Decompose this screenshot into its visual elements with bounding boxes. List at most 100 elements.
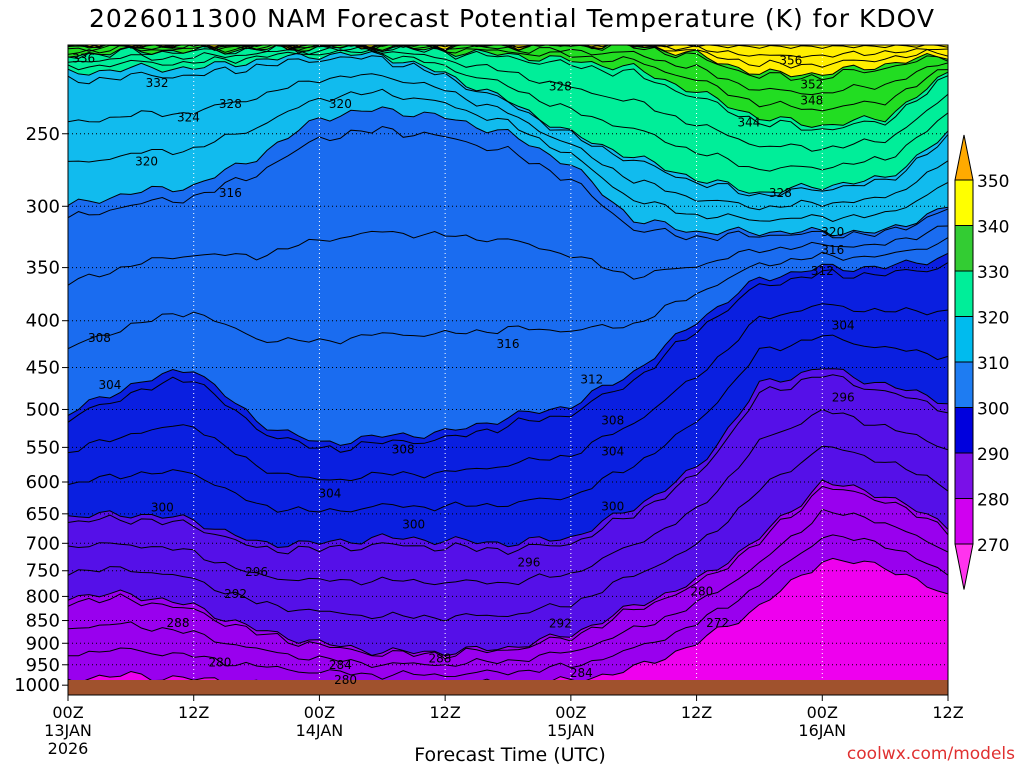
contour-label: 304 [832, 319, 855, 333]
contour-line [68, 408, 948, 586]
y-tick-label: 400 [26, 311, 60, 332]
contour-label: 292 [549, 616, 572, 630]
contour-line [68, 445, 948, 622]
contour-label: 288 [428, 651, 451, 665]
x-tick-label: 12Z [429, 703, 460, 722]
x-tick-label: 00Z [807, 703, 838, 722]
contour-label: 296 [832, 390, 855, 404]
contour-line [68, 508, 948, 669]
y-axis: 2503003504004505005506006507007508008509… [14, 124, 68, 696]
contour-line [68, 73, 948, 211]
contour-label: 292 [224, 587, 247, 601]
contour-line [72, 45, 948, 59]
colorbar-label: 280 [977, 491, 1009, 511]
colorbar-label: 320 [977, 309, 1009, 329]
y-tick-label: 600 [26, 472, 60, 493]
x-tick-label: 12Z [932, 703, 963, 722]
plot-frame [67, 44, 949, 696]
colorbar-segment [954, 407, 974, 454]
contour-label: 272 [706, 616, 729, 630]
contour-fill-layer [68, 45, 948, 695]
contour-label: 284 [570, 666, 593, 680]
contour-line [68, 125, 948, 242]
contour-line [68, 368, 948, 549]
contour-label: 300 [151, 501, 174, 515]
contour-label: 312 [580, 373, 603, 387]
colorbar-label: 310 [977, 354, 1009, 374]
y-tick-label: 550 [26, 437, 60, 458]
band-350-360 [68, 45, 948, 77]
contour-label: 328 [219, 97, 242, 111]
contour-label: 308 [392, 443, 415, 457]
band-280-290 [68, 479, 948, 690]
contour-label: 300 [402, 518, 425, 532]
y-tick-label: 800 [26, 586, 60, 607]
colorbar-label: 290 [977, 445, 1009, 465]
contour-label: 348 [800, 94, 823, 108]
colorbar-segment [954, 316, 974, 363]
contour-label: 280 [334, 673, 357, 687]
y-tick-label: 300 [26, 196, 60, 217]
x-axis-title: Forecast Time (UTC) [414, 744, 606, 766]
contour-label: 328 [769, 186, 792, 200]
contour-label: 296 [517, 556, 540, 570]
contour-label: 304 [601, 445, 624, 459]
contour-label: 344 [737, 115, 760, 129]
contour-label: 296 [245, 565, 268, 579]
colorbar-top-arrow [954, 134, 974, 181]
colorbar: 350 340 330 320 310 300 290 280 270 [954, 134, 1009, 590]
y-tick-label: 450 [26, 358, 60, 379]
contour-line [68, 50, 948, 194]
contour-line [68, 106, 948, 237]
colorbar-label: 300 [977, 400, 1009, 420]
contour-label: 304 [318, 487, 341, 501]
contour-label: 308 [601, 413, 624, 427]
colorbar-segment [954, 270, 974, 317]
contour-label: 284 [329, 658, 352, 672]
y-tick-label: 650 [26, 504, 60, 525]
contour-label: 304 [98, 378, 121, 392]
contour-label: 336 [72, 52, 95, 66]
chart-title: 2026011300 NAM Forecast Potential Temper… [89, 4, 935, 33]
y-tick-label: 1000 [14, 675, 60, 696]
y-tick-label: 500 [26, 399, 60, 420]
colorbar-segment [954, 498, 974, 545]
y-tick-label: 350 [26, 258, 60, 279]
colorbar-segment [954, 361, 974, 408]
contour-label: 280 [690, 584, 713, 598]
colorbar-label: 270 [977, 536, 1009, 556]
band-290-300 [68, 368, 948, 656]
contour-line [68, 48, 948, 172]
x-tick-label: 00Z [52, 703, 83, 722]
contour-label: 316 [219, 186, 242, 200]
colorbar-segment [954, 452, 974, 499]
contour-line [68, 225, 948, 286]
credit-text[interactable]: coolwx.com/models [846, 744, 1015, 764]
contour-label: 356 [779, 54, 802, 68]
contour-line [68, 534, 948, 680]
x-tick-year: 2026 [48, 739, 89, 758]
colorbar-label: 350 [977, 172, 1009, 192]
x-tick-label: 00Z [304, 703, 335, 722]
contour-line [68, 479, 948, 657]
contour-label: 332 [146, 76, 169, 90]
contour-label: 300 [601, 499, 624, 513]
band-310-320 [68, 106, 948, 446]
colorbar-segment [954, 225, 974, 272]
x-tick-date: 14JAN [296, 721, 344, 740]
contour-line [68, 88, 948, 223]
contour-label: 280 [208, 656, 231, 670]
contour-line [68, 374, 948, 555]
contour-line [68, 262, 948, 453]
contour-label: 288 [167, 616, 190, 630]
x-tick-date: 15JAN [547, 721, 595, 740]
contour-label: 320 [821, 225, 844, 239]
terrain-band [68, 680, 948, 695]
x-tick-date: 13JAN [44, 721, 92, 740]
contour-line [68, 45, 948, 49]
colorbar-label: 330 [977, 263, 1009, 283]
contour-label-layer: 336 332 328 324 320 316 320 328 356 352 348 344 328 3… [72, 52, 854, 687]
x-tick-label: 00Z [555, 703, 586, 722]
